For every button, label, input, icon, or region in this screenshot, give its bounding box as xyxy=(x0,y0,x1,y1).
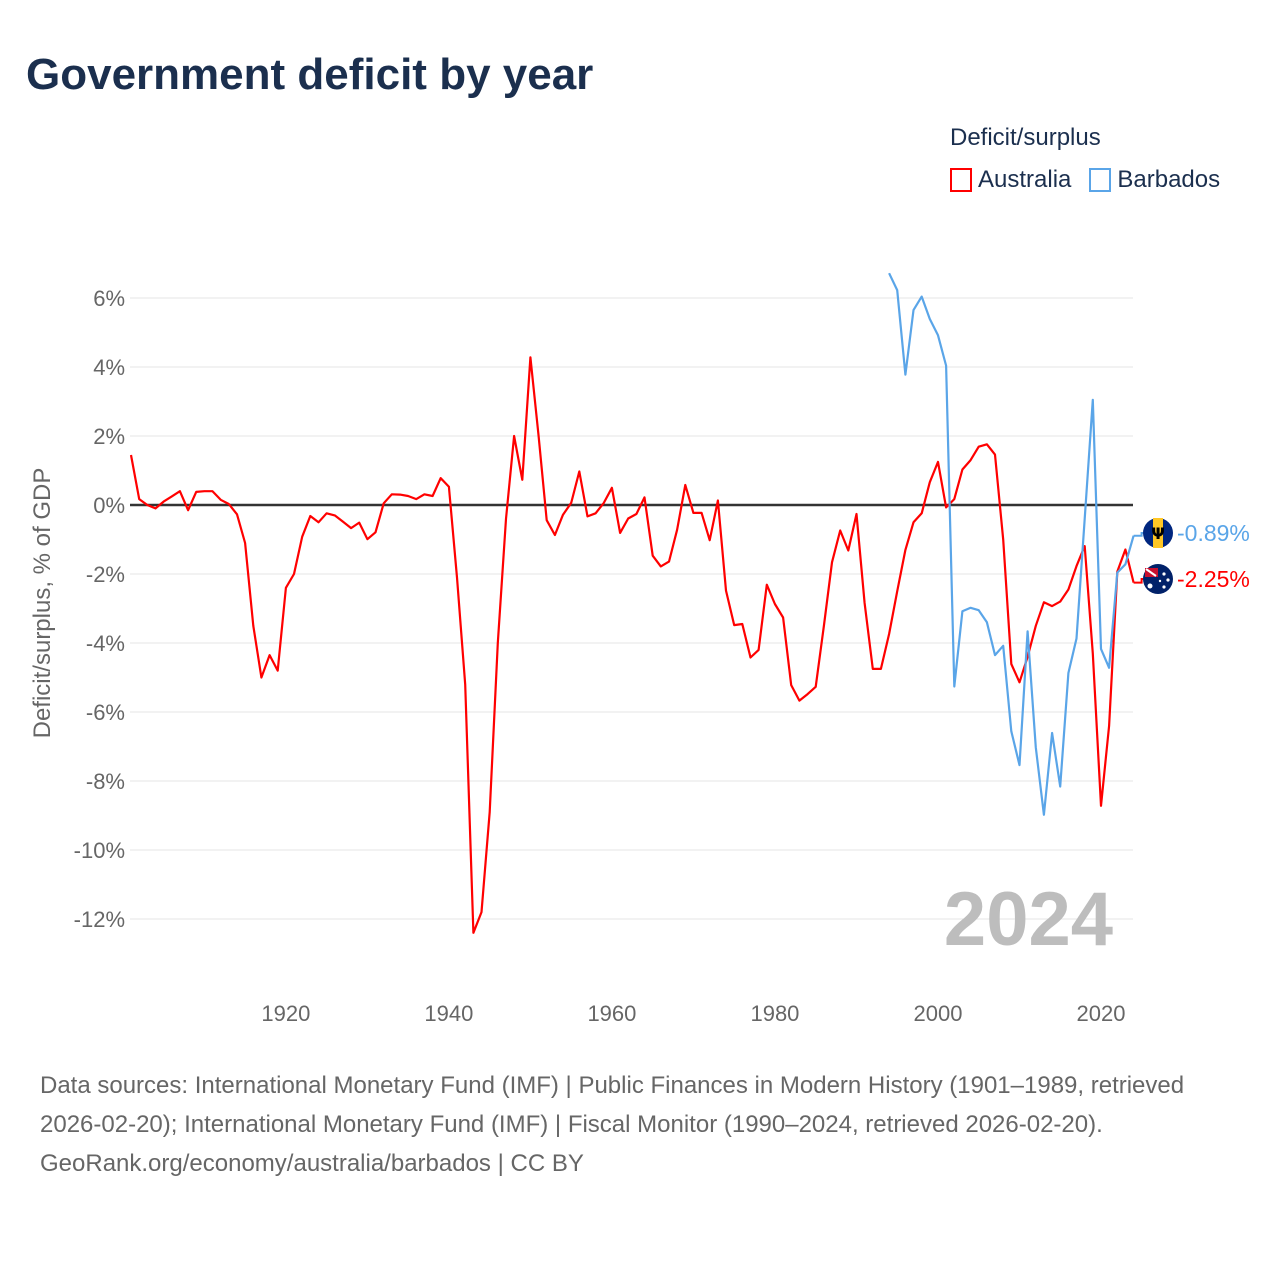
end-value-label-barbados: -0.89% xyxy=(1177,520,1250,546)
y-tick-label: -6% xyxy=(86,700,125,725)
x-tick-label: 1960 xyxy=(587,1001,636,1026)
data-sources: Data sources: International Monetary Fun… xyxy=(40,1072,1185,1138)
end-label-connector xyxy=(1133,532,1143,537)
credit-link[interactable]: GeoRank.org/economy/australia/barbados |… xyxy=(40,1150,584,1177)
x-tick-label: 1920 xyxy=(261,1001,310,1026)
legend-swatch-barbados xyxy=(1089,168,1112,192)
series-line-australia[interactable] xyxy=(129,356,1135,934)
year-watermark: 2024 xyxy=(944,877,1113,962)
end-value-label-australia: -2.25% xyxy=(1177,566,1250,592)
x-tick-label: 1980 xyxy=(750,1001,799,1026)
x-tick-label: 1940 xyxy=(424,1001,473,1026)
australia-flag-icon xyxy=(1143,564,1173,594)
series-line-barbados[interactable] xyxy=(888,272,1135,816)
legend-item-australia[interactable]: Australia xyxy=(950,166,1071,194)
y-tick-label: -4% xyxy=(86,631,125,656)
chart-title: Government deficit by year xyxy=(26,50,594,99)
legend-swatch-australia xyxy=(950,168,972,192)
y-tick-label: 4% xyxy=(93,355,125,380)
y-tick-label: 0% xyxy=(93,493,125,518)
barbados-flag-icon: Ψ xyxy=(1143,518,1173,548)
x-tick-label: 2000 xyxy=(913,1001,962,1026)
svg-text:Ψ: Ψ xyxy=(1151,524,1165,543)
legend-item-barbados[interactable]: Barbados xyxy=(1089,166,1220,194)
y-tick-label: -2% xyxy=(86,562,125,587)
line-chart: 6% 4% 2% 0% -2% -4% -6% -8% -10% -12% 1920 1940 196… xyxy=(29,272,1250,1026)
legend: Australia Barbados xyxy=(950,166,1220,194)
legend-title: Deficit/surplus xyxy=(950,124,1101,151)
footer: Data sources: International Monetary Fun… xyxy=(40,1066,1240,1183)
legend-label-australia: Australia xyxy=(978,166,1072,193)
x-tick-label: 2020 xyxy=(1077,1001,1126,1026)
y-tick-label: 6% xyxy=(93,286,125,311)
y-tick-label: -10% xyxy=(74,838,125,863)
y-tick-label: -8% xyxy=(86,769,125,794)
y-axis-label: Deficit/surplus, % of GDP xyxy=(29,468,56,739)
y-tick-label: -12% xyxy=(74,907,125,932)
legend-label-barbados: Barbados xyxy=(1117,166,1221,193)
y-tick-label: 2% xyxy=(93,424,125,449)
end-label-connector xyxy=(1133,578,1143,584)
